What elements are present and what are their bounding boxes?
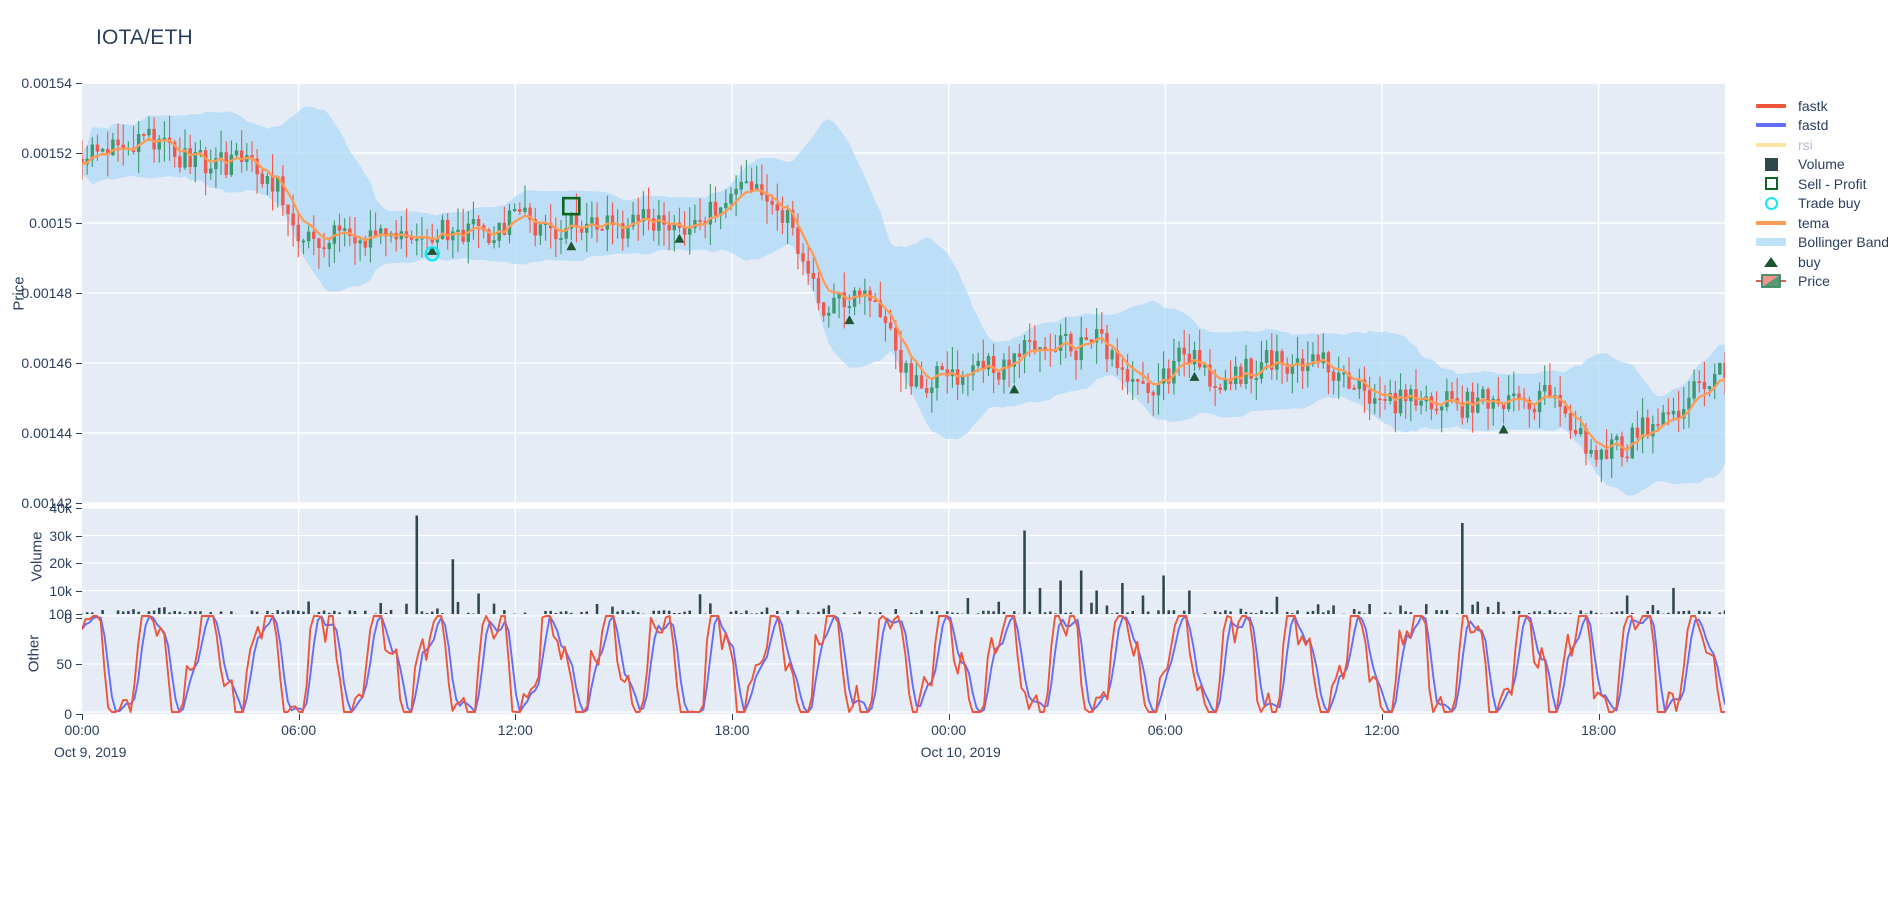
x-tick-label: 06:00 bbox=[281, 722, 317, 738]
x-tickmark bbox=[731, 714, 733, 720]
legend-item-volume[interactable]: Volume bbox=[1752, 155, 1888, 175]
legend-item-price[interactable]: Price bbox=[1752, 272, 1888, 292]
volume-tickmark bbox=[76, 563, 82, 564]
legend-label: buy bbox=[1798, 253, 1821, 270]
other-tickmark bbox=[76, 614, 82, 615]
volume-tickmark bbox=[76, 590, 82, 592]
volume-ytick: 30k bbox=[49, 527, 72, 544]
x-tickmark bbox=[82, 714, 83, 720]
legend-line-icon bbox=[1752, 135, 1790, 155]
x-tick-label: 00:00 bbox=[931, 722, 967, 738]
other-ytick: 0 bbox=[64, 706, 72, 722]
price-tickmark bbox=[76, 293, 82, 294]
legend-square-swatch bbox=[1764, 157, 1778, 171]
x-tick-label: 18:00 bbox=[1581, 722, 1617, 738]
legend-triangle-swatch bbox=[1764, 256, 1778, 267]
volume-ytick: 20k bbox=[49, 555, 72, 571]
legend-item-tema[interactable]: tema bbox=[1752, 213, 1888, 233]
x-tick-label: 00:00 bbox=[64, 722, 100, 738]
x-tickmark bbox=[298, 714, 300, 720]
x-tickmark bbox=[948, 714, 950, 720]
price-ytick: 0.00148 bbox=[21, 285, 72, 301]
price-ytick: 0.00144 bbox=[21, 425, 72, 441]
trade-buy-circle-icon bbox=[1752, 194, 1790, 214]
legend-label: Bollinger Band bbox=[1798, 234, 1888, 251]
price-tickmark bbox=[76, 433, 82, 434]
legend-band-icon bbox=[1752, 233, 1790, 253]
volume-subplot[interactable] bbox=[82, 508, 1725, 618]
volume-tickmark bbox=[76, 618, 82, 619]
x-tickmark bbox=[515, 714, 517, 720]
other-tickmark bbox=[76, 714, 82, 715]
legend-label: rsi bbox=[1798, 136, 1813, 153]
x-date-label: Oct 9, 2019 bbox=[54, 744, 127, 760]
price-tickmark bbox=[76, 153, 82, 154]
x-tickmark bbox=[1165, 714, 1167, 720]
legend-label: fastd bbox=[1798, 117, 1829, 134]
volume-ytick: 40k bbox=[49, 500, 72, 516]
x-tick-label: 12:00 bbox=[1364, 722, 1400, 738]
legend-open-square-swatch bbox=[1764, 177, 1778, 191]
legend-label: Price bbox=[1798, 273, 1830, 290]
x-tick-label: 18:00 bbox=[714, 722, 750, 738]
price-ytick: 0.00142 bbox=[21, 495, 72, 511]
x-date-label: Oct 10, 2019 bbox=[920, 744, 1001, 760]
volume-tickmark bbox=[76, 508, 82, 509]
legend-label: Trade buy bbox=[1798, 195, 1861, 212]
legend-item-trade-buy[interactable]: Trade buy bbox=[1752, 194, 1888, 214]
sell-profit-square-icon bbox=[1752, 174, 1790, 194]
legend-line-swatch bbox=[1756, 220, 1786, 225]
legend-line-icon bbox=[1752, 213, 1790, 233]
legend-item-fastd[interactable]: fastd bbox=[1752, 116, 1888, 136]
legend-item-sell-profit[interactable]: Sell - Profit bbox=[1752, 174, 1888, 194]
price-ytick: 0.0015 bbox=[29, 215, 72, 231]
legend-item-fastk[interactable]: fastk bbox=[1752, 96, 1888, 116]
volume-square-icon bbox=[1752, 155, 1790, 175]
legend-band-swatch bbox=[1756, 238, 1786, 247]
legend-line-swatch bbox=[1756, 142, 1786, 147]
volume-ytick: 0 bbox=[64, 610, 72, 626]
x-tickmark bbox=[1381, 714, 1383, 720]
legend-label: Volume bbox=[1798, 156, 1845, 173]
price-tickmark bbox=[76, 223, 82, 224]
x-tick-label: 06:00 bbox=[1147, 722, 1183, 738]
volume-tickmark bbox=[76, 535, 82, 537]
volume-ytick: 10k bbox=[49, 582, 72, 599]
price-subplot[interactable] bbox=[82, 83, 1725, 503]
legend-item-rsi[interactable]: rsi bbox=[1752, 135, 1888, 155]
price-ytick: 0.00152 bbox=[21, 145, 72, 161]
legend-open-circle-swatch bbox=[1764, 196, 1778, 210]
other-ytick: 50 bbox=[56, 656, 72, 672]
legend-label: tema bbox=[1798, 214, 1830, 231]
legend-item-bollinger-band[interactable]: Bollinger Band bbox=[1752, 233, 1888, 253]
legend-label: fastk bbox=[1798, 97, 1828, 114]
price-candlestick-icon bbox=[1752, 272, 1790, 292]
other-subplot[interactable] bbox=[82, 614, 1725, 714]
legend-item-buy[interactable]: buy bbox=[1752, 252, 1888, 272]
chart-legend[interactable]: fastk fastd rsi Volume Sell - Profit Trade bu… bbox=[1752, 96, 1888, 291]
legend-line-icon bbox=[1752, 96, 1790, 116]
price-ytick: 0.00154 bbox=[21, 75, 72, 91]
legend-line-swatch bbox=[1756, 123, 1786, 128]
legend-line-swatch bbox=[1756, 103, 1786, 108]
price-ytick: 0.00146 bbox=[21, 355, 72, 371]
other-ytick: 100 bbox=[48, 606, 72, 622]
buy-triangle-icon bbox=[1752, 252, 1790, 272]
price-tickmark bbox=[76, 363, 82, 364]
legend-line-icon bbox=[1752, 116, 1790, 136]
x-tick-label: 12:00 bbox=[497, 722, 533, 738]
other-tickmark bbox=[76, 664, 82, 665]
x-tickmark bbox=[1598, 714, 1600, 720]
other-axis-label: Other bbox=[25, 634, 43, 673]
page-title: IOTA/ETH bbox=[96, 26, 193, 49]
price-tickmark bbox=[76, 503, 82, 504]
price-tickmark bbox=[76, 83, 82, 84]
legend-label: Sell - Profit bbox=[1798, 175, 1867, 192]
